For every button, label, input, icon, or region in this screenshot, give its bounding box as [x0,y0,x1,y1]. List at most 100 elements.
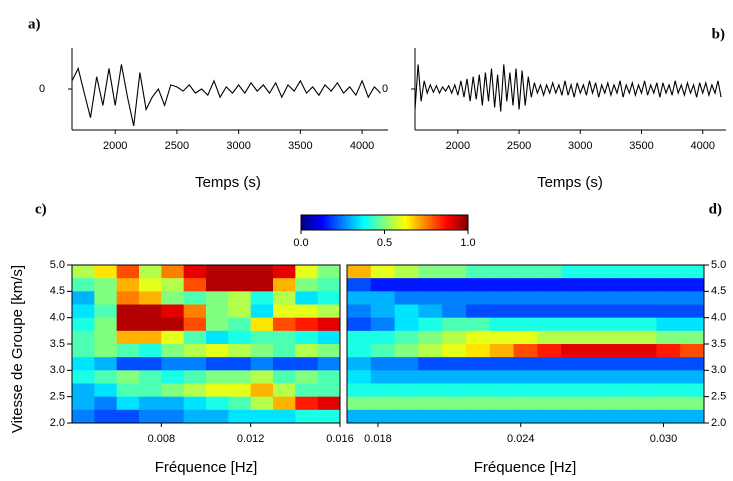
heatmap-cell [489,304,515,319]
heatmap-cell [94,304,118,319]
heatmap-cell [442,357,467,371]
heatmap-cell [489,370,515,385]
heatmap-cell [228,344,252,358]
heatmap-cell [466,383,491,398]
heatmap-cell [183,278,207,292]
heatmap-cell [116,370,140,385]
heatmap-cell [632,383,657,398]
colorbar-swatch [451,215,455,230]
heatmap-cell [608,409,634,423]
heatmap-cell [680,370,704,385]
heatmap-cell [206,304,229,319]
heatmap-cell [183,291,207,306]
heatmap-cell [183,396,207,411]
y-tick-label: 4.0 [711,312,726,324]
colorbar-swatch [412,215,416,230]
heatmap-cell [370,409,396,423]
heatmap-cell [632,344,657,358]
trace [71,64,381,127]
heatmap-cell [394,330,419,345]
colorbar-swatch [395,215,399,230]
heatmap-cell [139,291,162,306]
colorbar-swatch [437,215,441,230]
colorbar-swatch [434,215,438,230]
heatmap-cell [116,344,140,358]
heatmap-cell [656,317,681,332]
heatmap-cell [466,357,491,371]
heatmap-cell [273,396,296,411]
heatmap-cell [418,383,443,398]
x-tick-label: 2500 [507,140,531,152]
heatmap-cell [513,357,538,371]
colorbar-swatch [462,215,466,230]
heatmap-cell [489,357,515,371]
heatmap-cell [370,317,396,332]
y-tick-label: 2.0 [50,417,65,429]
heatmap-cell [228,370,252,385]
trace [414,64,722,112]
heatmap-cell [656,383,681,398]
x-axis-title: Temps (s) [195,174,261,191]
heatmap-cell [608,396,634,411]
heatmap-cell [116,330,140,345]
heatmap-cell [608,330,634,345]
heatmap-cell [273,291,296,306]
colorbar-swatch [314,215,319,230]
x-tick-label: 4000 [690,140,714,152]
heatmap-cell [94,317,118,332]
heatmap-cell [656,344,681,358]
x-tick-label: 0.024 [507,433,535,445]
heatmap-cell [250,357,274,371]
heatmap-cell [161,344,185,358]
heatmap-cell [656,409,681,423]
colorbar-swatch [312,215,316,230]
heatmap-cell [561,317,586,332]
heatmap-cell [561,304,586,319]
heatmap-cell [418,265,443,279]
heatmap-cell [418,357,443,371]
heatmap-cell [139,344,162,358]
y-tick-label: 3.0 [50,364,65,376]
heatmap-cell [608,291,634,306]
heatmap-cell [394,396,419,411]
heatmap-cell [489,383,515,398]
panel-label: d) [709,201,722,217]
heatmap-cell [537,317,562,332]
heatmap-cell [585,383,610,398]
colorbar-swatch [306,215,310,230]
heatmap-cell [608,370,634,385]
heatmap-cell [116,357,140,371]
heatmap-cell [347,409,372,423]
heatmap-cell [206,265,229,279]
colorbar-swatch [370,215,374,230]
heatmap-cell [489,265,515,279]
heatmap-cells [72,265,340,423]
heatmap-cell [394,383,419,398]
heatmap-cell [632,409,657,423]
heatmap-cell [537,278,562,292]
heatmap-cell [442,383,467,398]
heatmap-cell [295,344,319,358]
heatmap-cell [394,370,419,385]
colorbar-swatch [448,215,452,230]
colorbar-swatch [442,215,447,230]
y-tick-label: 3.5 [50,338,65,350]
colorbar-swatch [465,215,469,230]
colorbar-swatch [359,215,363,230]
heatmap-cell [632,304,657,319]
heatmap-cell [347,344,372,358]
heatmap-cell [273,317,296,332]
heatmap-cell [72,370,95,385]
heatmap-cell [116,278,140,292]
heatmap-cell [228,317,252,332]
heatmap-cell [295,383,319,398]
heatmap-cell [585,330,610,345]
heatmap-cell [632,278,657,292]
heatmap-cell [161,383,185,398]
heatmap-cell [561,370,586,385]
heatmap-cell [94,409,118,423]
colorbar-swatch [337,215,341,230]
heatmap-cell [442,330,467,345]
heatmap-cell [394,304,419,319]
heatmap-cell [394,317,419,332]
